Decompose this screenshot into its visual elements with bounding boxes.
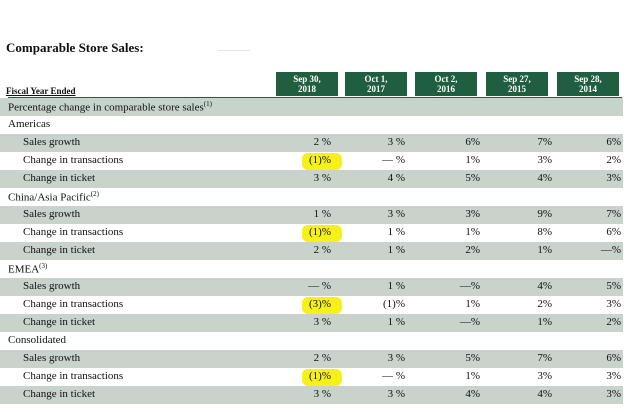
percentage-header-row: Percentage change in comparable store sa… bbox=[0, 98, 623, 116]
yellow-highlight bbox=[302, 153, 342, 170]
table-row: Sales growth 2 % 3 % 6% 7% 6% bbox=[0, 134, 623, 152]
column-header-2014: Sep 28, 2014 bbox=[557, 72, 619, 96]
table-row: Sales growth 2 % 3 % 5% 7% 6% bbox=[0, 350, 623, 368]
section-americas: Americas bbox=[8, 118, 51, 130]
table-row: Change in ticket 3 % 1 % —% 1% 2% bbox=[0, 314, 623, 332]
column-header-2016: Oct 2, 2016 bbox=[415, 72, 477, 96]
table-row: Change in ticket 3 % 4 % 5% 4% 3% bbox=[0, 170, 623, 188]
table-row: Sales growth — % 1 % —% 4% 5% bbox=[0, 278, 623, 296]
yellow-highlight bbox=[302, 225, 342, 242]
column-header-2015: Sep 27, 2015 bbox=[486, 72, 548, 96]
section-consolidated: Consolidated bbox=[8, 334, 67, 346]
column-header-2018: Sep 30, 2018 bbox=[276, 72, 338, 96]
column-header-2017: Oct 1, 2017 bbox=[345, 72, 407, 96]
yellow-highlight bbox=[302, 297, 342, 314]
table-row: Change in transactions (1)% 1 % 1% 8% 6% bbox=[0, 224, 623, 242]
section-china-asia-pacific: China/Asia Pacific(2) bbox=[8, 190, 99, 204]
table-row: Change in transactions (1)% — % 1% 3% 3% bbox=[0, 368, 623, 386]
section-emea: EMEA(3) bbox=[8, 262, 48, 276]
fiscal-year-label: Fiscal Year Ended bbox=[6, 86, 76, 96]
table-row: Change in ticket 3 % 3 % 4% 4% 3% bbox=[0, 386, 623, 404]
page-title: Comparable Store Sales: bbox=[6, 40, 144, 55]
table-row: Change in transactions (3)% (1)% 1% 2% 3… bbox=[0, 296, 623, 314]
table-row: Change in transactions (1)% — % 1% 3% 2% bbox=[0, 152, 623, 170]
table-top-rule bbox=[8, 97, 622, 98]
yellow-highlight bbox=[302, 369, 342, 386]
table-row: Sales growth 1 % 3 % 3% 9% 7% bbox=[0, 206, 623, 224]
table-row: Change in ticket 2 % 1 % 2% 1% —% bbox=[0, 242, 623, 260]
title-divider bbox=[218, 50, 250, 51]
